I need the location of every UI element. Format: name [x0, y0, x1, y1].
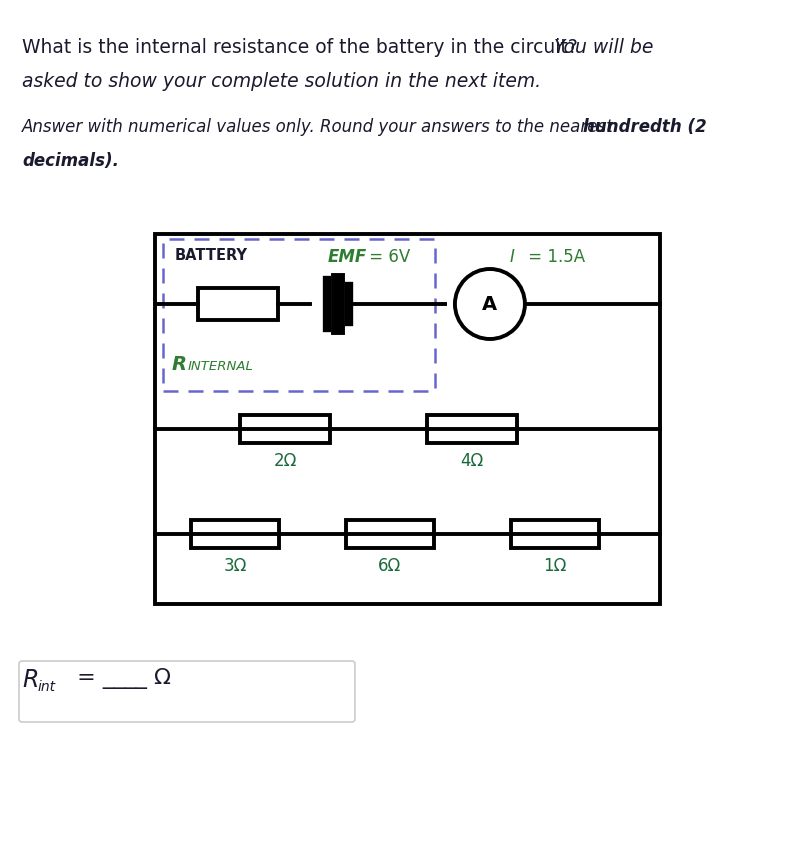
Bar	[155, 234, 660, 604]
Text: 6Ω: 6Ω	[379, 556, 402, 574]
Text: 2Ω: 2Ω	[273, 452, 297, 469]
Text: int: int	[38, 679, 56, 694]
Text: 4Ω: 4Ω	[460, 452, 484, 469]
Text: hundredth (2: hundredth (2	[583, 118, 706, 135]
Text: R: R	[172, 354, 187, 373]
Text: EMF: EMF	[328, 248, 367, 266]
Bar	[240, 416, 330, 444]
Text: 3Ω: 3Ω	[223, 556, 246, 574]
Bar	[511, 521, 599, 549]
Bar	[346, 521, 434, 549]
Bar	[198, 289, 278, 320]
Text: What is the internal resistance of the battery in the circuit?: What is the internal resistance of the b…	[22, 38, 577, 57]
Text: 1Ω: 1Ω	[543, 556, 566, 574]
Text: I: I	[510, 248, 515, 266]
Text: BATTERY: BATTERY	[175, 248, 248, 262]
Text: Answer with numerical values only. Round your answers to the nearest: Answer with numerical values only. Round…	[22, 118, 619, 135]
FancyBboxPatch shape	[19, 661, 355, 722]
Bar	[427, 416, 517, 444]
Circle shape	[455, 270, 525, 340]
Text: = ____ Ω: = ____ Ω	[70, 667, 171, 688]
Text: INTERNAL: INTERNAL	[188, 360, 254, 372]
Text: decimals).: decimals).	[22, 152, 119, 170]
Text: = 1.5A: = 1.5A	[523, 248, 585, 266]
Text: = 6V: = 6V	[364, 248, 410, 266]
Bar	[191, 521, 279, 549]
Text: R: R	[22, 667, 38, 691]
Bar	[163, 239, 435, 392]
Text: asked to show your complete solution in the next item.: asked to show your complete solution in …	[22, 72, 541, 91]
Text: A: A	[482, 295, 497, 314]
Text: You will be: You will be	[548, 38, 653, 57]
